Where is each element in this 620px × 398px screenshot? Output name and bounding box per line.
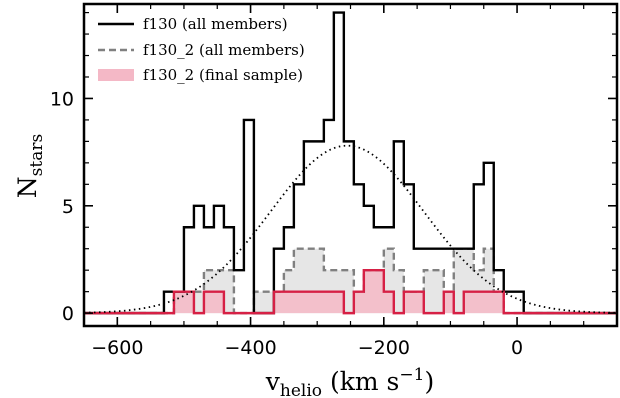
histogram-fills: [84, 248, 617, 314]
f130-all-members-line: [84, 11, 617, 315]
legend-label: f130 (all members): [143, 15, 288, 33]
f130-2-final-sample-line: [84, 268, 617, 315]
tick-labels: −600 −400 −200 0 0 5 10: [50, 88, 523, 359]
legend-label: f130_2 (final sample): [143, 66, 303, 84]
y-tick-label: 0: [62, 303, 74, 325]
x-tick-label: −200: [358, 337, 410, 359]
y-tick-label: 5: [62, 196, 74, 218]
legend-label: f130_2 (all members): [143, 41, 305, 59]
legend-swatch-f130-2-final: [98, 69, 134, 81]
gaussian-fit-line: [84, 144, 617, 314]
axes: [82, 2, 619, 328]
y-tick-label: 10: [50, 88, 74, 110]
x-tick-label: −400: [224, 337, 276, 359]
x-tick-label: −600: [91, 337, 143, 359]
x-axis-title: vhelio (km s−1): [265, 365, 434, 398]
histogram-lines: [84, 11, 617, 315]
y-axis-title: Nstars: [13, 134, 47, 198]
legend: f130 (all members) f130_2 (all members) f1…: [98, 15, 305, 84]
x-tick-label: 0: [511, 337, 523, 359]
f130-2-final-sample-fill: [84, 270, 617, 314]
